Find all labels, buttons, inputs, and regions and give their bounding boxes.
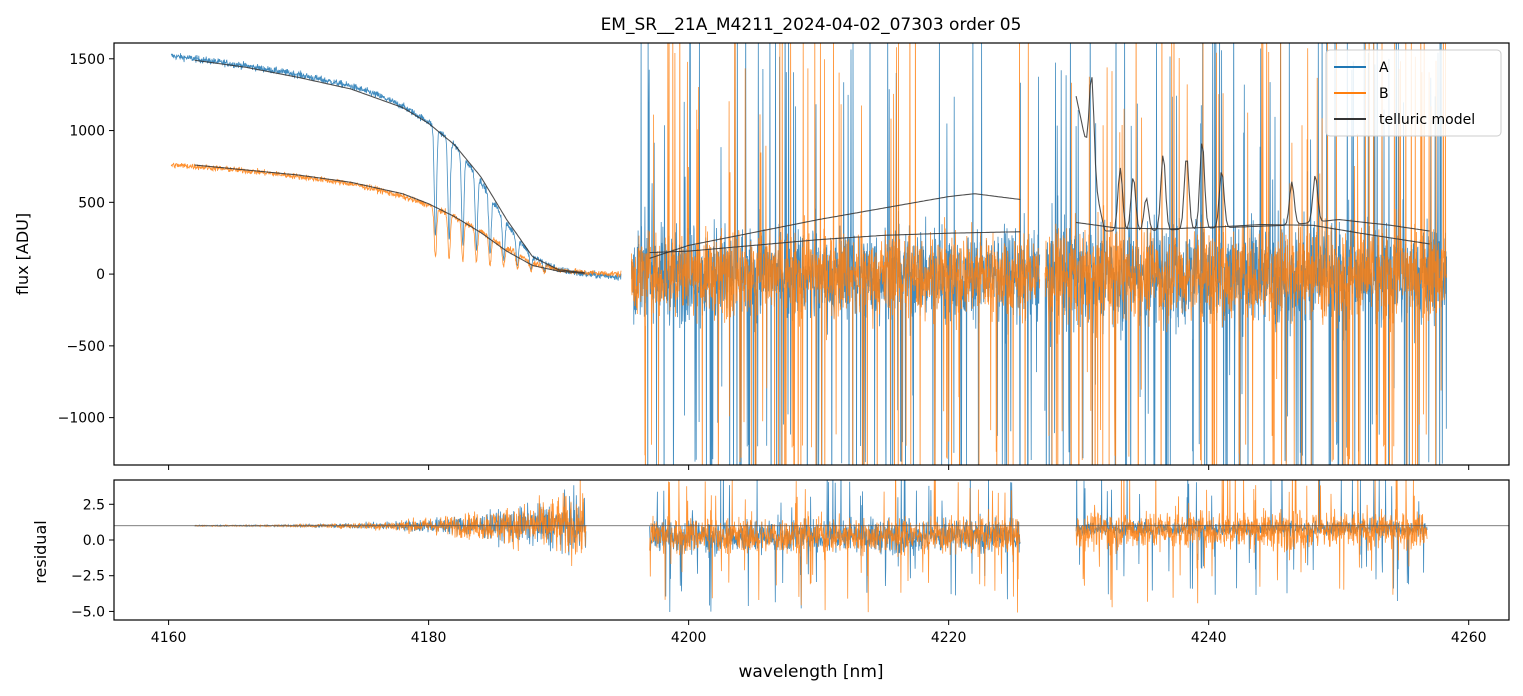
flux-plot-area bbox=[170, 43, 1447, 465]
legend-label-b: B bbox=[1379, 86, 1389, 102]
flux-y-tick-label: −500 bbox=[67, 339, 105, 355]
flux-y-tick-label: 0 bbox=[96, 267, 105, 283]
flux-y-ticks: 1500 1000 500 0 −500 −1000 bbox=[58, 52, 114, 427]
x-tick-label: 4220 bbox=[931, 630, 967, 646]
legend-label-a: A bbox=[1379, 60, 1389, 76]
flux-panel: 1500 1000 500 0 −500 −1000 flux [ADU] A B tel… bbox=[13, 42, 1510, 470]
x-tick-label: 4240 bbox=[1191, 630, 1227, 646]
residual-series-b-segment-2 bbox=[649, 480, 1021, 613]
flux-series-b-segment-2 bbox=[631, 43, 1041, 465]
flux-y-tick-label: 1000 bbox=[69, 124, 105, 140]
telluric-model-line-4 bbox=[649, 231, 1021, 254]
flux-axes-frame bbox=[113, 42, 1510, 466]
residual-axes-frame bbox=[113, 479, 1510, 621]
residual-panel: 2.50.0−2.5−5.0 4160 4180 4200 4220 4240 4260 … bbox=[31, 479, 1510, 682]
x-tick-label: 4180 bbox=[411, 630, 447, 646]
residual-y-tick-label: 0.0 bbox=[83, 533, 105, 549]
residual-y-ticks: 2.5 0.0 −2.5 −5.0 bbox=[71, 497, 114, 620]
x-tick-label: 4160 bbox=[151, 630, 187, 646]
residual-y-tick-label: 2.5 bbox=[83, 497, 105, 513]
flux-y-axis-label: flux [ADU] bbox=[13, 213, 32, 295]
flux-series-b-segment-1 bbox=[170, 162, 622, 278]
telluric-model-line-3 bbox=[649, 193, 1021, 259]
residual-y-tick-label: −5.0 bbox=[71, 604, 105, 620]
residual-x-ticks: 4160 4180 4200 4220 4240 4260 bbox=[151, 620, 1487, 646]
telluric-model-line-1 bbox=[194, 59, 585, 274]
flux-x-ticks bbox=[168, 465, 1470, 470]
x-tick-label: 4200 bbox=[671, 630, 707, 646]
flux-y-tick-label: 500 bbox=[78, 195, 105, 211]
flux-series-b-segment-3 bbox=[1044, 43, 1447, 465]
flux-y-tick-label: 1500 bbox=[69, 52, 105, 68]
x-axis-label: wavelength [nm] bbox=[738, 662, 883, 682]
x-tick-label: 4260 bbox=[1451, 630, 1487, 646]
flux-y-tick-label: −1000 bbox=[58, 411, 105, 427]
telluric-model-line-5 bbox=[1075, 77, 1430, 232]
residual-y-axis-label: residual bbox=[31, 520, 50, 583]
chart-title: EM_SR__21A_M4211_2024-04-02_07303 order … bbox=[601, 15, 1022, 35]
residual-series-b-segment-3 bbox=[1075, 480, 1428, 608]
telluric-model-line-2 bbox=[194, 164, 585, 274]
residual-plot-area bbox=[114, 480, 1509, 613]
legend-box bbox=[1325, 49, 1502, 137]
residual-y-tick-label: −2.5 bbox=[71, 569, 105, 585]
legend: A B telluric model bbox=[1325, 49, 1502, 137]
telluric-model-line-6 bbox=[1076, 221, 1430, 245]
legend-label-telluric-model: telluric model bbox=[1379, 112, 1475, 128]
flux-series-a-segment-1 bbox=[170, 53, 622, 282]
